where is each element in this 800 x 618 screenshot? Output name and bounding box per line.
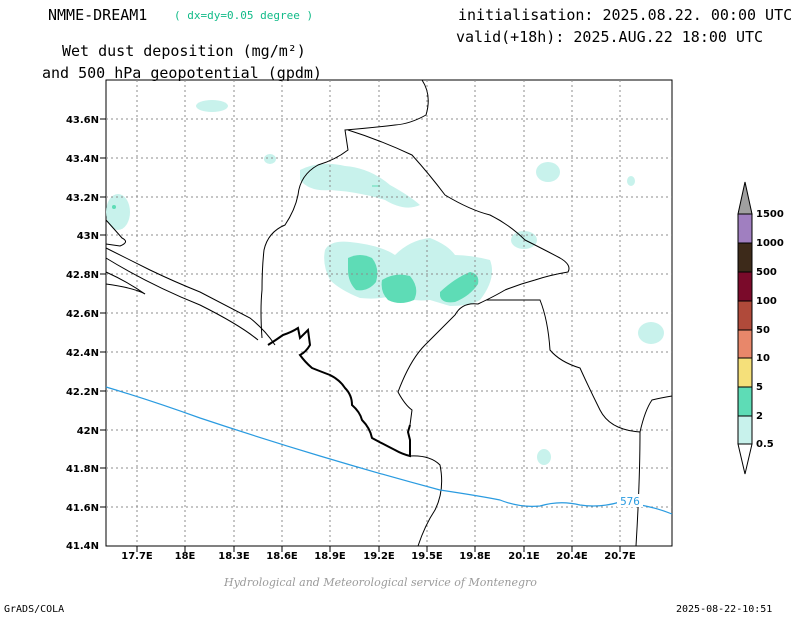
legend-swatch bbox=[737, 213, 753, 244]
color-legend: 1500 1000 500 100 50 10 5 2 0.5 bbox=[737, 181, 784, 475]
legend-top-arrow bbox=[737, 181, 753, 215]
map-title-line1: Wet dust deposition (mg/m²) bbox=[62, 42, 306, 60]
legend-label: 50 bbox=[756, 325, 770, 336]
dust-deposition-shading bbox=[106, 100, 664, 465]
model-name: NMME-DREAM1 bbox=[48, 6, 148, 24]
geopotential-contour bbox=[105, 386, 673, 515]
legend-swatch bbox=[737, 386, 753, 417]
lat-label: 42.4N bbox=[66, 348, 99, 359]
legend-swatch bbox=[737, 242, 753, 273]
legend-label: 100 bbox=[756, 296, 777, 307]
contour-label-bg bbox=[617, 494, 643, 507]
lat-label: 41.8N bbox=[66, 464, 99, 475]
lon-label: 20.4E bbox=[556, 551, 588, 562]
lon-label: 18.6E bbox=[266, 551, 298, 562]
lat-label: 43N bbox=[77, 231, 99, 242]
legend-label: 5 bbox=[756, 382, 763, 393]
legend-label: 10 bbox=[756, 353, 770, 364]
contour-label: 576 bbox=[620, 495, 640, 508]
legend-label: 0.5 bbox=[756, 439, 774, 450]
legend-swatch bbox=[737, 415, 753, 445]
lon-label: 19.5E bbox=[411, 551, 443, 562]
country-borders bbox=[105, 79, 673, 547]
legend-swatch bbox=[737, 329, 753, 359]
footer-software: GrADS/COLA bbox=[4, 604, 65, 615]
lat-label: 41.6N bbox=[66, 503, 99, 514]
legend-swatch bbox=[737, 357, 753, 388]
longitude-labels: 17.7E 18E 18.3E 18.6E 18.9E 19.2E 19.5E … bbox=[121, 551, 636, 562]
lon-label: 18.3E bbox=[218, 551, 250, 562]
legend-label: 2 bbox=[756, 411, 763, 422]
legend-label: 500 bbox=[756, 267, 777, 278]
lat-label: 42N bbox=[77, 426, 99, 437]
gridlines bbox=[106, 80, 672, 546]
lat-label: 43.6N bbox=[66, 115, 99, 126]
legend-swatch bbox=[737, 300, 753, 331]
lat-label: 43.2N bbox=[66, 193, 99, 204]
lon-label: 18E bbox=[175, 551, 196, 562]
legend-swatch bbox=[737, 271, 753, 302]
legend-label: 1500 bbox=[756, 209, 784, 220]
lon-label: 20.1E bbox=[508, 551, 540, 562]
lon-label: 19.8E bbox=[459, 551, 491, 562]
lon-label: 18.9E bbox=[314, 551, 346, 562]
map-title-line2: and 500 hPa geopotential (gpdm) bbox=[42, 64, 322, 82]
initialisation-time: initialisation: 2025.08.22. 00:00 UTC bbox=[458, 6, 793, 24]
legend-label: 1000 bbox=[756, 238, 784, 249]
footer-timestamp: 2025-08-22-10:51 bbox=[676, 604, 773, 615]
latitude-labels: 43.6N 43.4N 43.2N 43N 42.8N 42.6N 42.4N … bbox=[66, 115, 99, 552]
lat-label: 42.8N bbox=[66, 270, 99, 281]
lon-label: 17.7E bbox=[121, 551, 153, 562]
lon-label: 20.7E bbox=[604, 551, 636, 562]
axis-ticks bbox=[100, 118, 621, 552]
valid-time: valid(+18h): 2025.AUG.22 18:00 UTC bbox=[456, 28, 764, 46]
lat-label: 42.2N bbox=[66, 387, 99, 398]
coastline bbox=[267, 326, 411, 458]
lat-label: 41.4N bbox=[66, 541, 99, 552]
lon-label: 19.2E bbox=[363, 551, 395, 562]
legend-bottom-arrow bbox=[737, 443, 753, 475]
lat-label: 43.4N bbox=[66, 154, 99, 165]
lat-label: 42.6N bbox=[66, 309, 99, 320]
model-resolution: ( dx=dy=0.05 degree ) bbox=[174, 9, 314, 22]
credit-text: Hydrological and Meteorological service … bbox=[224, 576, 537, 589]
